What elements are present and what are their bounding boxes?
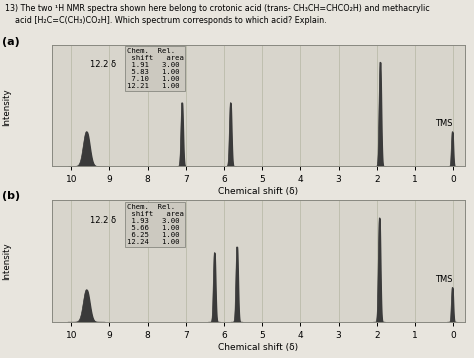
Text: 13) The two ¹H NMR spectra shown here belong to crotonic acid (trans- CH₃CH=CHCO: 13) The two ¹H NMR spectra shown here be…: [5, 4, 429, 13]
Text: 12.2 δ: 12.2 δ: [91, 216, 117, 224]
Text: Chem.  Rel.
 shift   area
 1.91   3.00
 5.83   1.00
 7.10   1.00
12.21   1.00: Chem. Rel. shift area 1.91 3.00 5.83 1.0…: [127, 48, 183, 89]
Text: 12.2 δ: 12.2 δ: [91, 60, 117, 69]
Text: Intensity: Intensity: [2, 242, 11, 280]
Text: Intensity: Intensity: [2, 88, 11, 126]
Text: Chem.  Rel.
 shift   area
 1.93   3.00
 5.66   1.00
 6.25   1.00
12.24   1.00: Chem. Rel. shift area 1.93 3.00 5.66 1.0…: [127, 204, 183, 245]
Text: acid [H₂C=C(CH₃)CO₂H]. Which spectrum corresponds to which acid? Explain.: acid [H₂C=C(CH₃)CO₂H]. Which spectrum co…: [5, 16, 327, 25]
Text: TMS: TMS: [435, 119, 452, 128]
Text: TMS: TMS: [435, 275, 452, 284]
X-axis label: Chemical shift (δ): Chemical shift (δ): [218, 343, 299, 352]
Text: (b): (b): [2, 191, 20, 201]
Text: (a): (a): [2, 37, 20, 47]
X-axis label: Chemical shift (δ): Chemical shift (δ): [218, 187, 299, 196]
